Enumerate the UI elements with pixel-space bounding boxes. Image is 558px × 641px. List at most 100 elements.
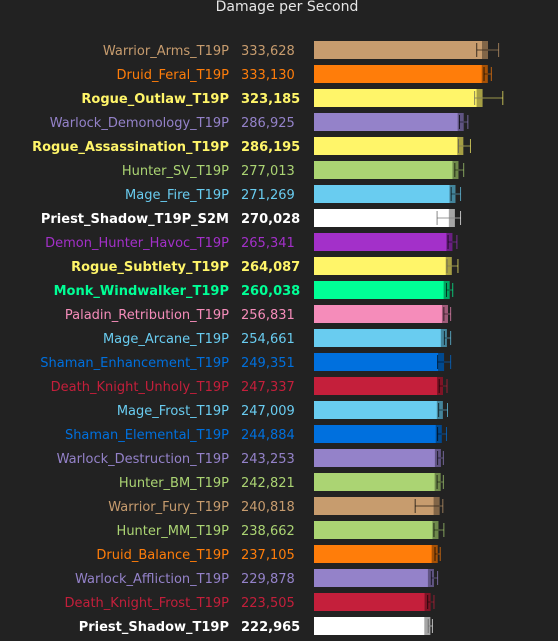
bar-label: Shaman_Elemental_T19P [65, 428, 229, 443]
bar-row: Death_Knight_Frost_T19P 223,505 [64, 593, 435, 611]
bar [314, 497, 440, 515]
bar-label: Rogue_Assassination_T19P [32, 140, 229, 155]
bar-row: Paladin_Retribution_T19P 256,831 [65, 305, 452, 323]
bar [314, 377, 443, 395]
bar-value-label: 247,337 [241, 380, 295, 395]
bar-value-label: 223,505 [241, 596, 295, 611]
bar-rows: Warrior_Arms_T19P 333,628 Druid_Feral_T19P… [32, 41, 504, 635]
bar [314, 281, 450, 299]
bar-row: Shaman_Elemental_T19P 244,884 [65, 425, 447, 443]
bar-value-label: 286,925 [241, 116, 295, 131]
bar [314, 473, 441, 491]
bar-value-label: 265,341 [241, 236, 295, 251]
bar-label: Rogue_Outlaw_T19P [81, 92, 229, 107]
bar-row: Mage_Fire_T19P 271,269 [125, 185, 462, 203]
bar [314, 329, 447, 347]
bar-label: Druid_Feral_T19P [117, 68, 230, 83]
bar-row: Warrior_Arms_T19P 333,628 [103, 41, 500, 59]
bar-value-label: 264,087 [241, 260, 300, 275]
bar-label: Mage_Fire_T19P [125, 188, 229, 203]
bar [314, 89, 483, 107]
bar-row: Rogue_Outlaw_T19P 323,185 [81, 89, 504, 107]
bar-row: Warlock_Affliction_T19P 229,878 [75, 569, 439, 587]
bar-value-label: 323,185 [241, 92, 300, 107]
bar [314, 161, 459, 179]
bar [314, 185, 456, 203]
bar-row: Monk_Windwalker_T19P 260,038 [54, 281, 454, 299]
bar-end-cap [424, 617, 431, 635]
bar-row: Priest_Shadow_T19P 222,965 [79, 617, 433, 635]
bar-value-label: 242,821 [241, 476, 295, 491]
bar [314, 257, 452, 275]
bar-value-label: 286,195 [241, 140, 300, 155]
bar-label: Warrior_Arms_T19P [103, 44, 229, 59]
bar-row: Demon_Hunter_Havoc_T19P 265,341 [45, 233, 458, 251]
bar-row: Warrior_Fury_T19P 240,818 [108, 497, 444, 515]
bar [314, 545, 438, 563]
bar-value-label: 249,351 [241, 356, 295, 371]
bar [314, 65, 488, 83]
bar-label: Mage_Arcane_T19P [103, 332, 229, 347]
bar-value-label: 270,028 [241, 212, 300, 227]
bar-label: Monk_Windwalker_T19P [54, 284, 229, 299]
bar-label: Shaman_Enhancement_T19P [40, 356, 229, 371]
bar-label: Rogue_Subtlety_T19P [71, 260, 229, 275]
bar-value-label: 256,831 [241, 308, 295, 323]
bar [314, 401, 443, 419]
bar [314, 41, 488, 59]
bar-value-label: 222,965 [241, 620, 300, 635]
bar-label: Warlock_Destruction_T19P [57, 452, 230, 467]
bar-row: Warlock_Demonology_T19P 286,925 [50, 113, 469, 131]
bar-row: Hunter_SV_T19P 277,013 [122, 161, 465, 179]
bar-label: Death_Knight_Frost_T19P [64, 596, 229, 611]
bar [314, 305, 448, 323]
bar-end-cap [440, 329, 447, 347]
bar-value-label: 254,661 [241, 332, 295, 347]
bar [314, 425, 442, 443]
bar-row: Druid_Feral_T19P 333,130 [117, 65, 492, 83]
bar-label: Mage_Frost_T19P [117, 404, 229, 419]
bar-row: Rogue_Assassination_T19P 286,195 [32, 137, 471, 155]
bar [314, 137, 464, 155]
bar [314, 521, 439, 539]
bar-label: Death_Knight_Unholy_T19P [51, 380, 230, 395]
bar [314, 593, 431, 611]
bar-value-label: 238,662 [241, 524, 295, 539]
bar [314, 353, 445, 371]
bar-label: Warrior_Fury_T19P [108, 500, 229, 515]
bar-value-label: 229,878 [241, 572, 295, 587]
bar-label: Priest_Shadow_T19P_S2M [41, 212, 229, 227]
bar-value-label: 271,269 [241, 188, 295, 203]
bar [314, 449, 441, 467]
bar-label: Demon_Hunter_Havoc_T19P [45, 236, 229, 251]
bar-value-label: 244,884 [241, 428, 295, 443]
bar-label: Hunter_MM_T19P [117, 524, 230, 539]
bar-row: Rogue_Subtlety_T19P 264,087 [71, 257, 459, 275]
bar-row: Hunter_BM_T19P 242,821 [119, 473, 444, 491]
bar-row: Mage_Frost_T19P 247,009 [117, 401, 449, 419]
bar-label: Druid_Balance_T19P [96, 548, 229, 563]
bar-value-label: 243,253 [241, 452, 295, 467]
bar-value-label: 333,628 [241, 44, 295, 59]
bar [314, 113, 464, 131]
bar-value-label: 260,038 [241, 284, 300, 299]
bar-label: Hunter_SV_T19P [122, 164, 229, 179]
bar-row: Mage_Arcane_T19P 254,661 [103, 329, 452, 347]
bar-value-label: 237,105 [241, 548, 295, 563]
bar-row: Death_Knight_Unholy_T19P 247,337 [51, 377, 448, 395]
bar-value-label: 240,818 [241, 500, 295, 515]
bar-label: Priest_Shadow_T19P [79, 620, 229, 635]
bar-row: Shaman_Enhancement_T19P 249,351 [40, 353, 452, 371]
chart-title: Damage per Second [216, 0, 359, 15]
bar-value-label: 247,009 [241, 404, 295, 419]
bar-row: Druid_Balance_T19P 237,105 [96, 545, 441, 563]
bar-label: Warlock_Demonology_T19P [50, 116, 229, 131]
bar-value-label: 277,013 [241, 164, 295, 179]
bar-row: Priest_Shadow_T19P_S2M 270,028 [41, 209, 462, 227]
bar-row: Warlock_Destruction_T19P 243,253 [57, 449, 444, 467]
bar-value-label: 333,130 [241, 68, 295, 83]
bar [314, 233, 453, 251]
bar-label: Hunter_BM_T19P [119, 476, 229, 491]
bar [314, 617, 431, 635]
